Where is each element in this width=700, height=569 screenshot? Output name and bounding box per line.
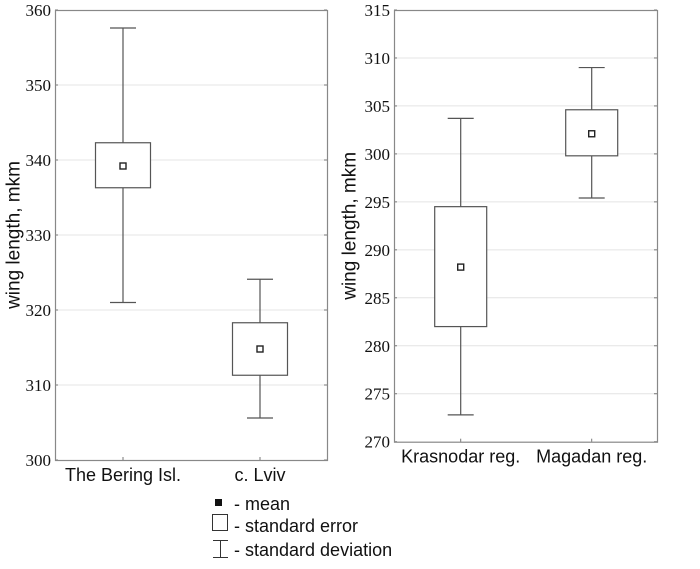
y-tick-label: 340 — [26, 151, 52, 170]
y-tick-label: 300 — [365, 145, 391, 164]
y-tick-label: 300 — [26, 451, 52, 470]
y-tick-label: 290 — [365, 241, 391, 260]
y-tick-label: 310 — [365, 49, 391, 68]
y-tick-label: 280 — [365, 337, 391, 356]
legend-standard-error-icon — [212, 514, 228, 531]
box-krasnodar-reg: Krasnodar reg. — [401, 117, 520, 467]
y-tick-label: 285 — [365, 289, 391, 308]
x-tick-label: The Bering Isl. — [65, 465, 181, 485]
y-tick-label: 270 — [365, 433, 391, 452]
legend-standard-deviation-icon — [213, 540, 228, 558]
legend-standard-error-label: - standard error — [234, 516, 358, 536]
x-tick-label: Magadan reg. — [536, 447, 647, 467]
box-the-bering-isl: The Bering Isl. — [65, 27, 181, 485]
legend-mean-icon — [215, 499, 222, 506]
y-tick-label: 320 — [26, 301, 52, 320]
mean-marker — [119, 162, 127, 170]
legend-standard-deviation-label: - standard deviation — [234, 540, 392, 560]
mean-marker — [457, 263, 465, 271]
y-tick-label: 330 — [26, 226, 52, 245]
y-tick-label: 360 — [26, 1, 52, 20]
y-tick-label: 305 — [365, 97, 391, 116]
y-tick-label: 295 — [365, 193, 391, 212]
box-c-lviv: c. Lviv — [231, 278, 289, 485]
box-magadan-reg: Magadan reg. — [536, 66, 647, 467]
legend: - mean - standard error - standard devia… — [212, 494, 392, 560]
mean-marker — [588, 130, 596, 138]
plot-frame — [393, 9, 659, 443]
x-tick-label: Krasnodar reg. — [401, 447, 520, 467]
y-tick-label: 315 — [365, 1, 391, 20]
y-axis-label: wing length, mkm — [340, 152, 361, 301]
chart-panel-2: 270 275 280 285 290 295 300 305 310 315 wing lengt… — [340, 1, 659, 467]
y-tick-label: 350 — [26, 76, 52, 95]
y-axis-label: wing length, mkm — [4, 161, 25, 310]
y-tick-label: 275 — [365, 385, 391, 404]
mean-marker — [256, 345, 264, 353]
y-tick-label: 310 — [26, 376, 52, 395]
legend-mean-label: - mean — [234, 494, 290, 514]
chart-panel-1: 300 310 320 330 340 350 360 wing length, mkm The… — [4, 1, 329, 485]
plot-frame — [54, 9, 329, 462]
x-tick-label: c. Lviv — [234, 465, 285, 485]
